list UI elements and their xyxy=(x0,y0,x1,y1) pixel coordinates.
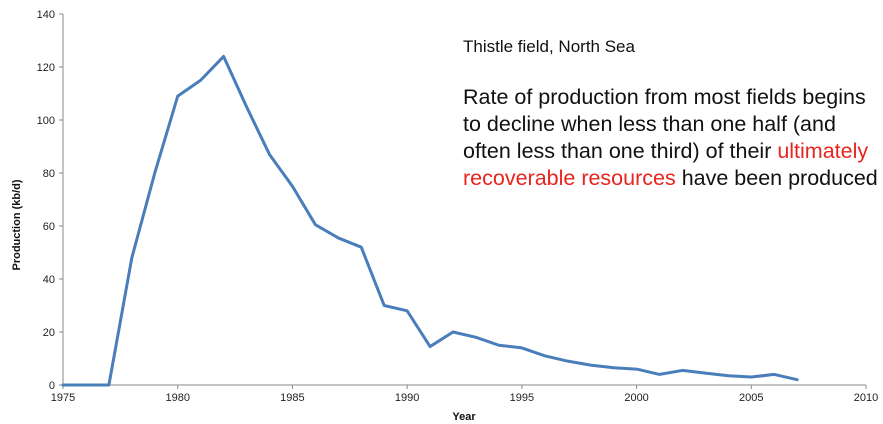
y-tick-label: 100 xyxy=(37,115,55,127)
y-tick-label: 40 xyxy=(43,274,55,286)
y-tick-labels: 0 20 40 60 80 100 120 140 xyxy=(37,9,55,392)
x-tick-label: 1980 xyxy=(165,392,189,404)
x-tick-label: 2000 xyxy=(624,392,648,404)
y-axis-label: Production (kb/d) xyxy=(11,179,23,270)
y-tick-label: 60 xyxy=(43,221,55,233)
series-group xyxy=(61,54,799,387)
x-tick-label: 1985 xyxy=(280,392,304,404)
annotation-text: Rate of production from most fields begi… xyxy=(463,84,878,192)
axes xyxy=(59,13,867,389)
y-tick-label: 120 xyxy=(37,62,55,74)
y-tick-label: 80 xyxy=(43,168,55,180)
x-tick-label: 2010 xyxy=(854,392,878,404)
x-tick-label: 1995 xyxy=(510,392,534,404)
annotation-part1: Rate of production from most fields begi… xyxy=(463,85,866,163)
x-tick-label: 1990 xyxy=(395,392,419,404)
y-tick-label: 20 xyxy=(43,327,55,339)
production-line xyxy=(61,54,799,387)
y-tick-label: 140 xyxy=(37,9,55,21)
x-axis-label: Year xyxy=(452,411,476,423)
annotation-highlight: ultimately recoverable resources xyxy=(463,139,869,190)
x-tick-labels: 1975 1980 1985 1990 1995 2000 2005 2010 xyxy=(51,392,878,404)
chart-title: Thistle field, North Sea xyxy=(463,37,635,56)
annotation-part2: have been produced xyxy=(675,166,878,190)
y-tick-label: 0 xyxy=(49,380,55,392)
x-tick-label: 2005 xyxy=(739,392,763,404)
x-tick-label: 1975 xyxy=(51,392,75,404)
